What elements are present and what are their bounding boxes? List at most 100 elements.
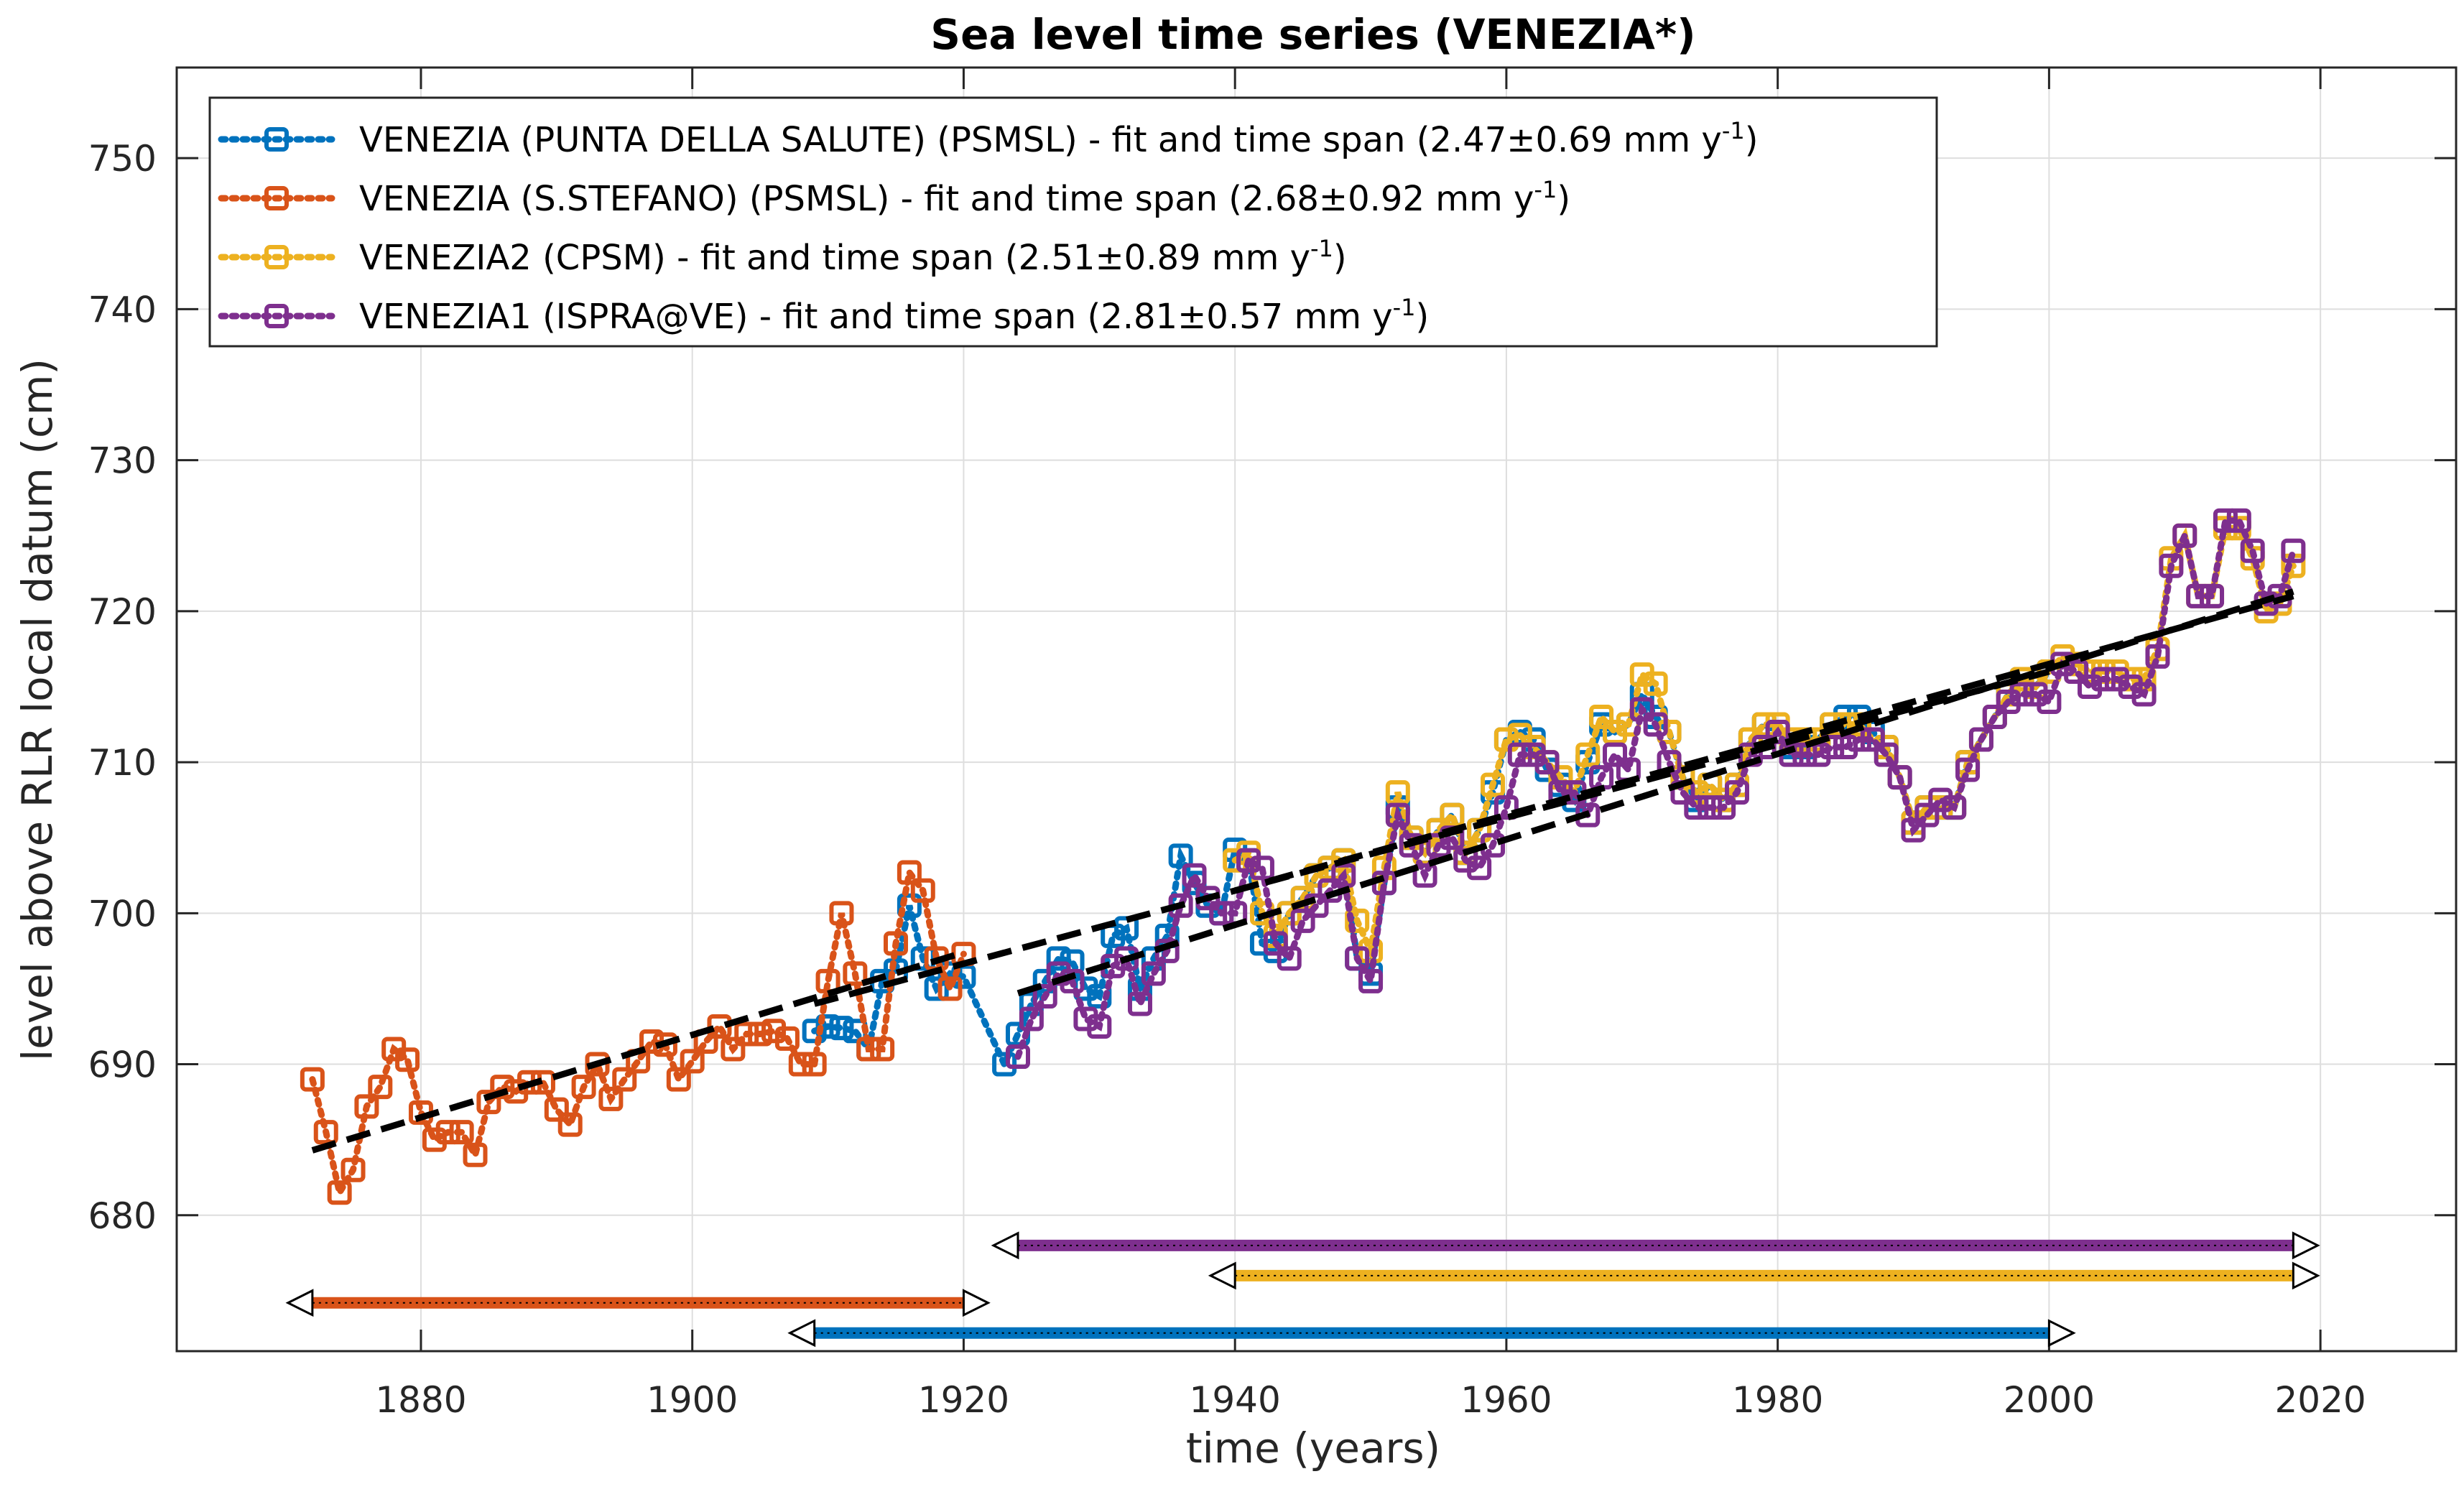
data-point — [1534, 750, 1560, 775]
data-point — [1263, 931, 1288, 956]
data-point — [1629, 697, 1654, 722]
data-point — [571, 1075, 596, 1100]
data-point — [910, 878, 935, 903]
data-point — [897, 893, 922, 918]
data-point — [2078, 674, 2103, 699]
y-tick-label: 720 — [88, 591, 157, 633]
legend-entry: VENEZIA (S.STEFANO) (PSMSL) - fit and ti… — [359, 176, 1570, 219]
data-point — [544, 1097, 569, 1122]
data-point — [1168, 843, 1193, 868]
x-tick-label: 1880 — [375, 1379, 466, 1421]
data-point — [1493, 795, 1519, 820]
series-line — [309, 864, 967, 1202]
y-tick-label: 740 — [88, 289, 157, 330]
x-axis-label: time (years) — [1186, 1424, 1440, 1473]
x-tick-label: 2000 — [2004, 1379, 2095, 1421]
data-point — [1928, 787, 1953, 812]
data-point — [992, 1052, 1017, 1077]
data-point — [1507, 742, 1532, 767]
data-point — [2104, 667, 2129, 692]
data-point — [1290, 908, 1315, 933]
data-series — [300, 508, 2306, 1205]
data-point — [2064, 659, 2089, 684]
data-point — [490, 1075, 515, 1100]
data-point — [300, 1067, 325, 1092]
data-point — [897, 860, 922, 885]
data-point — [802, 1019, 827, 1044]
data-point — [2131, 682, 2157, 707]
data-point — [2240, 538, 2265, 563]
data-point — [802, 1052, 827, 1077]
data-point — [449, 1120, 474, 1145]
data-point — [856, 1037, 881, 1062]
data-point — [2213, 508, 2238, 533]
legend-swatch-marker — [264, 304, 289, 328]
data-point — [1223, 848, 1248, 873]
data-point — [327, 1180, 352, 1205]
data-point — [2172, 523, 2197, 548]
data-point — [734, 1021, 759, 1047]
data-point — [829, 901, 854, 926]
data-point — [1032, 983, 1057, 1009]
data-point — [1087, 1014, 1112, 1039]
data-point — [2023, 682, 2048, 707]
data-point — [313, 1120, 338, 1145]
series-line — [1231, 524, 2297, 963]
x-tick-label: 2020 — [2275, 1379, 2366, 1421]
data-point — [1385, 802, 1410, 828]
data-point — [422, 1127, 447, 1152]
legend-entry: VENEZIA1 (ISPRA@VE) - fit and time span … — [359, 294, 1429, 337]
data-point — [2037, 689, 2062, 714]
data-point — [748, 1021, 773, 1047]
time-span-arrow-right — [2047, 1319, 2076, 1348]
time-span-arrow-right — [2292, 1261, 2320, 1290]
trend-line — [311, 949, 965, 1154]
trend-line — [813, 668, 2050, 1007]
data-point — [721, 1037, 746, 1062]
data-point — [1412, 863, 1437, 888]
data-point — [1236, 848, 1261, 873]
data-point — [1603, 742, 1628, 767]
y-tick-label: 700 — [88, 893, 157, 935]
data-point — [2009, 682, 2034, 707]
data-point — [1005, 1044, 1030, 1070]
data-point — [761, 1019, 787, 1044]
legend-swatch-marker — [264, 245, 289, 269]
legend-swatch-marker — [264, 186, 289, 210]
x-tick-label: 1960 — [1460, 1379, 1552, 1421]
data-point — [1603, 720, 1628, 745]
data-point — [1996, 689, 2021, 714]
data-point — [354, 1094, 379, 1119]
data-point — [1982, 705, 2007, 730]
data-point — [1345, 908, 1370, 933]
time-span-arrow-left — [285, 1289, 314, 1317]
data-point — [1440, 802, 1465, 828]
legend-box — [208, 96, 1938, 348]
data-point — [870, 1037, 895, 1062]
data-point — [2186, 583, 2211, 608]
data-point — [1684, 795, 1709, 820]
data-point — [557, 1112, 583, 1137]
data-point — [924, 976, 949, 1001]
data-point — [395, 1047, 420, 1072]
data-point — [2118, 674, 2143, 699]
data-point — [1182, 863, 1207, 888]
data-point — [829, 1016, 854, 1041]
data-point — [2090, 667, 2116, 692]
data-point — [1820, 735, 1845, 760]
legend-swatch-marker — [264, 127, 289, 152]
data-point — [2200, 583, 2225, 608]
data-point — [1467, 856, 1492, 881]
x-tick-label: 1980 — [1732, 1379, 1823, 1421]
data-point — [1901, 817, 1926, 843]
axis-ticks: 1880 1900 1920 1940 1960 1980 2000 2020 680 690 70… — [88, 68, 2456, 1421]
data-point — [666, 1067, 691, 1092]
data-point — [1019, 1006, 1044, 1032]
data-point — [1792, 742, 1817, 767]
data-point — [1860, 727, 1885, 752]
data-point — [1643, 712, 1668, 737]
data-point — [1942, 795, 1967, 820]
data-point — [1493, 727, 1519, 752]
data-point — [843, 961, 868, 986]
